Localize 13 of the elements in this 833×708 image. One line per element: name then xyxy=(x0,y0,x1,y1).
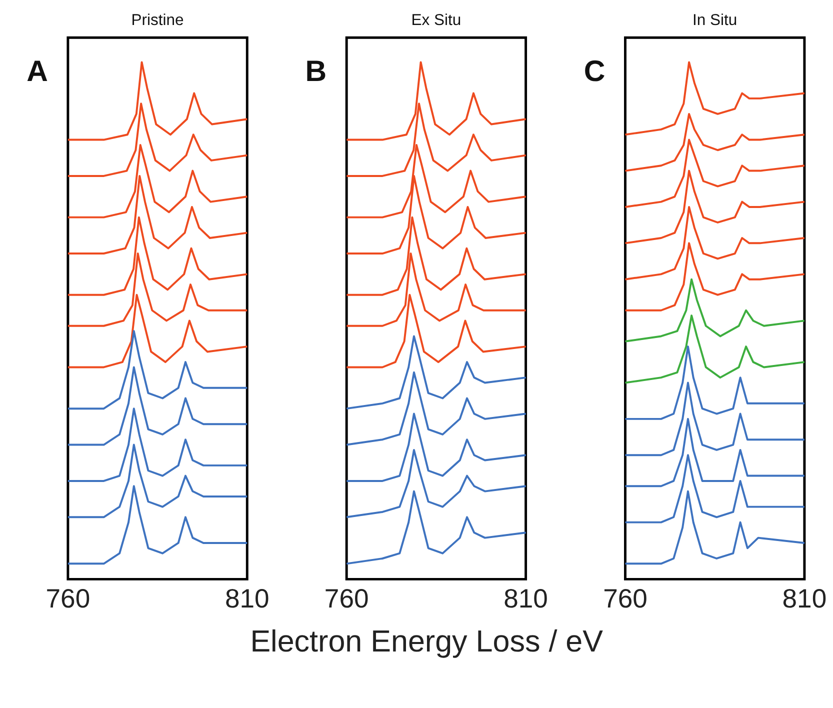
x-tick-label: 810 xyxy=(504,584,548,614)
x-axis-title: Electron Energy Loss / eV xyxy=(250,624,604,658)
text: A xyxy=(26,54,48,88)
text: B xyxy=(305,54,327,88)
chart-title: Pristine xyxy=(131,12,184,29)
x-tick-label: 810 xyxy=(224,584,270,614)
chart-title: In Situ xyxy=(692,12,738,29)
text: C xyxy=(584,54,606,88)
x-tick-label: 760 xyxy=(324,584,369,614)
chart-title: Ex Situ xyxy=(411,12,462,29)
x-tick-label: 760 xyxy=(603,584,648,614)
x-tick-label: 810 xyxy=(782,584,827,614)
x-tick-label: 760 xyxy=(46,584,90,614)
